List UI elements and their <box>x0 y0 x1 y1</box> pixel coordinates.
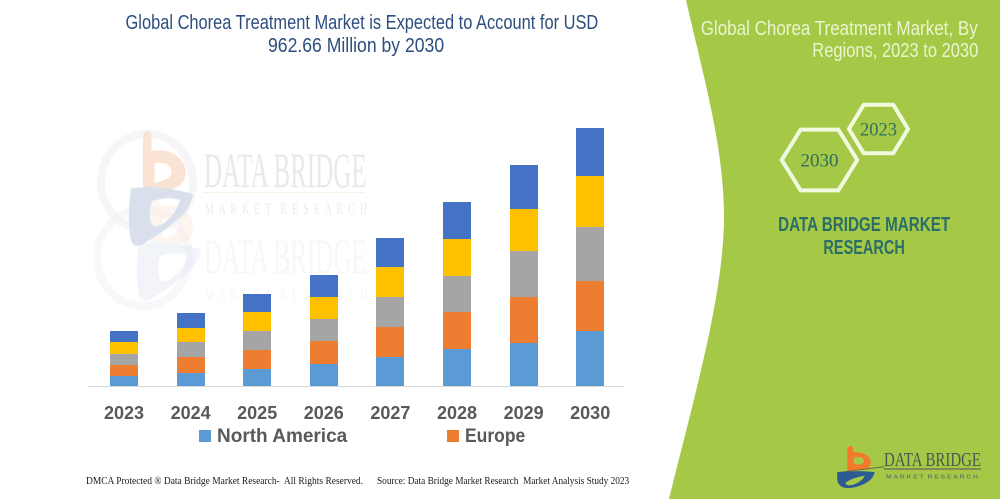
svg-text:DATA BRIDGE: DATA BRIDGE <box>884 449 981 471</box>
svg-text:2030: 2030 <box>801 151 839 172</box>
svg-text:2023: 2023 <box>860 121 897 141</box>
svg-text:M A R K E T R E S E A R C H: M A R K E T R E S E A R C H <box>886 475 978 481</box>
